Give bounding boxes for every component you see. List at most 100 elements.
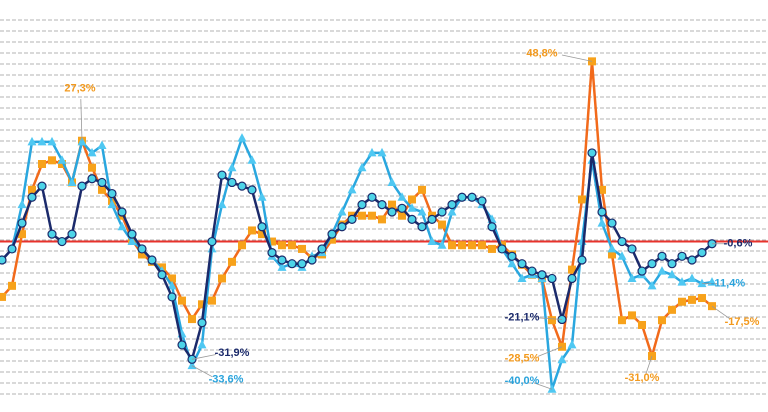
marker — [147, 255, 157, 265]
marker — [77, 136, 87, 146]
series-line — [1, 134, 713, 390]
marker — [287, 259, 297, 269]
marker — [307, 255, 317, 265]
marker — [667, 259, 677, 269]
marker — [398, 211, 406, 220]
marker — [527, 266, 537, 276]
marker — [47, 136, 57, 146]
marker — [18, 230, 26, 239]
marker — [197, 339, 207, 349]
marker — [207, 236, 217, 247]
marker — [267, 248, 277, 258]
marker — [397, 203, 407, 213]
marker — [98, 185, 106, 194]
marker — [298, 244, 306, 253]
marker — [608, 250, 616, 259]
marker — [577, 255, 587, 265]
marker — [677, 277, 687, 286]
marker — [58, 160, 66, 168]
marker — [107, 188, 117, 199]
data-label: -21,1% — [505, 311, 540, 323]
marker — [277, 262, 287, 271]
marker — [27, 136, 37, 146]
marker — [697, 278, 707, 288]
marker — [57, 155, 67, 164]
marker — [458, 241, 466, 250]
marker — [687, 273, 697, 282]
data-label: 48,8% — [526, 47, 557, 59]
marker — [588, 57, 596, 66]
marker — [607, 243, 617, 253]
marker — [388, 200, 396, 209]
marker — [367, 147, 377, 157]
marker — [0, 255, 7, 265]
marker — [408, 195, 416, 204]
marker — [578, 195, 586, 204]
marker — [177, 340, 187, 350]
marker — [547, 273, 557, 284]
marker — [547, 384, 557, 393]
marker — [497, 244, 507, 254]
marker — [468, 241, 476, 250]
marker — [37, 136, 47, 146]
marker — [127, 236, 137, 246]
marker — [337, 222, 347, 232]
marker — [358, 211, 366, 220]
marker — [127, 229, 137, 239]
marker — [208, 296, 216, 305]
marker — [387, 177, 397, 186]
marker — [328, 235, 336, 244]
marker — [517, 273, 527, 282]
marker — [617, 236, 627, 247]
data-label: -31,9% — [215, 347, 250, 359]
marker — [407, 214, 417, 224]
marker — [678, 297, 686, 306]
marker — [167, 292, 177, 302]
marker — [537, 270, 547, 280]
marker — [277, 255, 287, 265]
marker — [667, 269, 677, 279]
marker — [637, 266, 647, 276]
marker — [647, 280, 657, 290]
marker — [698, 294, 706, 303]
marker — [378, 215, 386, 224]
data-label: -40,0% — [505, 375, 540, 387]
marker — [478, 241, 486, 250]
marker — [257, 222, 267, 232]
marker — [88, 163, 96, 172]
marker — [258, 230, 266, 239]
marker — [97, 177, 107, 188]
marker — [237, 133, 247, 142]
marker — [387, 207, 397, 217]
marker — [548, 316, 556, 325]
marker — [48, 156, 56, 165]
marker — [37, 181, 47, 191]
marker — [657, 251, 667, 261]
marker — [0, 292, 6, 301]
marker — [607, 218, 617, 228]
marker — [697, 248, 707, 258]
marker — [327, 229, 337, 239]
marker — [487, 222, 497, 232]
marker — [688, 295, 696, 304]
data-label: -11,4% — [711, 278, 745, 290]
marker — [417, 207, 427, 216]
leader-line — [533, 382, 553, 390]
marker — [687, 255, 697, 265]
marker — [197, 318, 207, 328]
marker — [438, 220, 446, 229]
marker — [87, 174, 97, 184]
leader-line — [191, 365, 213, 378]
data-label: -33,6% — [209, 374, 244, 386]
marker — [268, 237, 276, 246]
marker — [107, 199, 117, 209]
marker — [198, 300, 206, 309]
marker — [167, 280, 177, 290]
marker — [477, 196, 487, 206]
data-label: 27,3% — [64, 83, 95, 95]
marker — [8, 281, 16, 290]
marker — [97, 140, 107, 150]
marker — [437, 207, 447, 217]
marker — [568, 265, 576, 274]
marker — [668, 305, 676, 314]
